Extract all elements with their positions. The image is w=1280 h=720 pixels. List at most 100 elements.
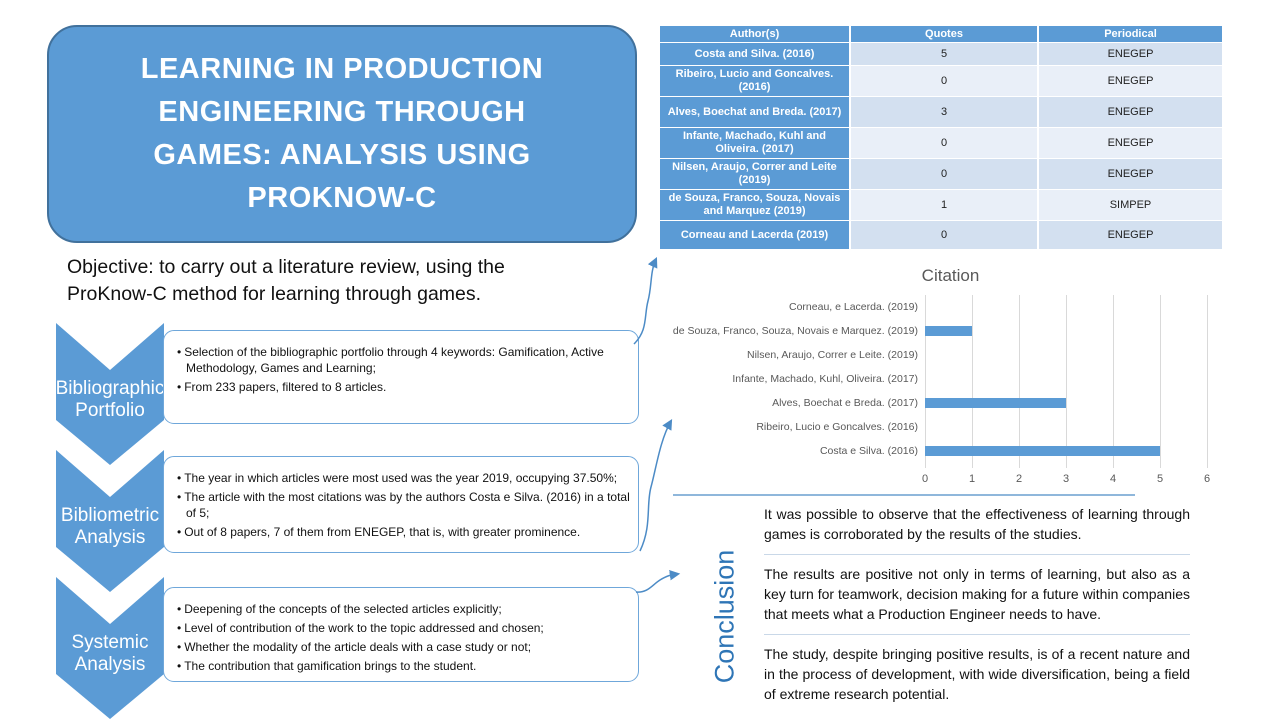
chart-gridline bbox=[1207, 295, 1208, 468]
col-header-quotes: Quotes bbox=[851, 26, 1037, 42]
chart-category-label: Corneau, e Lacerda. (2019) bbox=[678, 295, 918, 319]
quotes-cell: 3 bbox=[851, 97, 1037, 127]
chart-category-label-text: Infante, Machado, Kuhl, Oliveira. (2017) bbox=[732, 373, 918, 385]
authors-table-body: Costa and Silva. (2016) 5 ENEGEP Ribeiro, L… bbox=[660, 43, 1222, 249]
title-box: LEARNING IN PRODUCTION ENGINEERING THROU… bbox=[47, 25, 637, 243]
author-cell: Ribeiro, Lucio and Goncalves. (2016) bbox=[660, 66, 849, 96]
table-row: Costa and Silva. (2016) 5 ENEGEP bbox=[660, 43, 1222, 65]
step-bullets-1: Selection of the bibliographic portfolio… bbox=[164, 331, 638, 404]
author-cell: Nilsen, Araujo, Correr and Leite (2019) bbox=[660, 159, 849, 189]
quotes-cell: 5 bbox=[851, 43, 1037, 65]
quotes-cell: 0 bbox=[851, 221, 1037, 249]
author-cell: Infante, Machado, Kuhl and Oliveira. (20… bbox=[660, 128, 849, 158]
x-axis-tick-label: 4 bbox=[1109, 473, 1117, 485]
table-row: Ribeiro, Lucio and Goncalves. (2016) 0 ENE… bbox=[660, 66, 1222, 96]
chart-category-label: Alves, Boechat e Breda. (2017) bbox=[678, 391, 918, 415]
x-axis-tick-label: 3 bbox=[1062, 473, 1070, 485]
conclusion-paragraphs: It was possible to observe that the effe… bbox=[764, 498, 1190, 714]
chart-category-label-text: Corneau, e Lacerda. (2019) bbox=[789, 301, 918, 313]
chart-gridline bbox=[1019, 295, 1020, 468]
chevron-shape-2 bbox=[56, 450, 164, 592]
citation-chart: Citation 0 1 2 3 4 5 6 Corneau, e Lacerda. (201… bbox=[673, 262, 1223, 498]
periodical-cell: ENEGEP bbox=[1039, 66, 1222, 96]
table-header-row: Author(s) Quotes Periodical bbox=[660, 26, 1222, 42]
step-label-systemic-analysis: Systemic Analysis bbox=[44, 632, 176, 676]
x-axis-tick-label: 2 bbox=[1015, 473, 1023, 485]
authors-table: Author(s) Quotes Periodical Costa and Si… bbox=[658, 25, 1224, 250]
chart-category-label: Nilsen, Araujo, Correr e Leite. (2019) bbox=[678, 343, 918, 367]
chevron-shape-1 bbox=[56, 323, 164, 465]
bullet-item: From 233 papers, filtered to 8 articles. bbox=[177, 379, 630, 395]
step-label-bibliographic-portfolio: Bibliographic Portfolio bbox=[44, 378, 176, 422]
step-label-line: Analysis bbox=[74, 527, 146, 548]
chart-bar bbox=[925, 398, 1066, 408]
chart-underline bbox=[673, 494, 1135, 496]
conclusion-label-wrap: Conclusion bbox=[696, 536, 754, 696]
author-cell: Alves, Boechat and Breda. (2017) bbox=[660, 97, 849, 127]
slide-title-line: ENGINEERING THROUGH bbox=[158, 96, 526, 128]
bullet-item: Level of contribution of the work to the… bbox=[177, 620, 630, 636]
table-row: Nilsen, Araujo, Correr and Leite (2019) 0… bbox=[660, 159, 1222, 189]
chart-category-label: de Souza, Franco, Souza, Novais e Marque… bbox=[673, 319, 918, 343]
quotes-cell: 1 bbox=[851, 190, 1037, 220]
chart-category-label: Costa e Silva. (2016) bbox=[678, 439, 918, 463]
periodical-cell: ENEGEP bbox=[1039, 97, 1222, 127]
chart-category-label: Infante, Machado, Kuhl, Oliveira. (2017) bbox=[678, 367, 918, 391]
periodical-cell: SIMPEP bbox=[1039, 190, 1222, 220]
x-axis-tick-label: 6 bbox=[1203, 473, 1211, 485]
chart-category-label-text: de Souza, Franco, Souza, Novais e Marque… bbox=[672, 325, 918, 337]
conclusion-paragraph: The study, despite bringing positive res… bbox=[764, 634, 1190, 714]
col-header-authors: Author(s) bbox=[660, 26, 849, 42]
chart-gridline bbox=[1160, 295, 1161, 468]
step-box-bibliometric-analysis: The year in which articles were most use… bbox=[163, 456, 639, 553]
x-axis-tick-label: 5 bbox=[1156, 473, 1164, 485]
step-label-line: Bibliometric bbox=[60, 505, 160, 526]
slide-title-line: GAMES: ANALYSIS USING bbox=[153, 139, 531, 171]
chart-bar bbox=[925, 326, 972, 336]
periodical-cell: ENEGEP bbox=[1039, 128, 1222, 158]
chart-gridline bbox=[1113, 295, 1114, 468]
slide-title-line: PROKNOW-C bbox=[247, 182, 437, 214]
author-cell: de Souza, Franco, Souza, Novais and Marq… bbox=[660, 190, 849, 220]
step-label-line: Bibliographic bbox=[55, 378, 165, 399]
periodical-cell: ENEGEP bbox=[1039, 159, 1222, 189]
chart-category-label: Ribeiro, Lucio e Goncalves. (2016) bbox=[678, 415, 918, 439]
chart-category-label-text: Ribeiro, Lucio e Goncalves. (2016) bbox=[756, 421, 918, 433]
chart-title: Citation bbox=[921, 266, 980, 285]
bullet-item: Selection of the bibliographic portfolio… bbox=[177, 344, 630, 376]
conclusion-paragraph: It was possible to observe that the effe… bbox=[764, 506, 1190, 542]
author-cell: Corneau and Lacerda (2019) bbox=[660, 221, 849, 249]
connector-arrow-to-conclusion bbox=[635, 569, 681, 593]
step-box-bibliographic-portfolio: Selection of the bibliographic portfolio… bbox=[163, 330, 639, 424]
chart-category-label-text: Nilsen, Araujo, Correr e Leite. (2019) bbox=[747, 349, 918, 361]
x-axis-tick-label: 1 bbox=[968, 473, 976, 485]
step-label-line: Systemic bbox=[71, 632, 149, 653]
periodical-cell: ENEGEP bbox=[1039, 43, 1222, 65]
chart-bar bbox=[925, 446, 1160, 456]
x-axis-tick-label: 0 bbox=[921, 473, 929, 485]
bullet-item: The year in which articles were most use… bbox=[177, 470, 630, 486]
table-row: Corneau and Lacerda (2019) 0 ENEGEP bbox=[660, 221, 1222, 249]
chart-gridline bbox=[972, 295, 973, 468]
step-label-line: Portfolio bbox=[75, 400, 145, 421]
conclusion-label: Conclusion bbox=[709, 549, 740, 683]
chart-category-label-text: Costa e Silva. (2016) bbox=[819, 445, 918, 457]
step-label-line: Analysis bbox=[74, 654, 146, 675]
step-label-bibliometric-analysis: Bibliometric Analysis bbox=[44, 505, 176, 549]
quotes-cell: 0 bbox=[851, 159, 1037, 189]
table-row: Infante, Machado, Kuhl and Oliveira. (20… bbox=[660, 128, 1222, 158]
quotes-cell: 0 bbox=[851, 128, 1037, 158]
bullet-item: Deepening of the concepts of the selecte… bbox=[177, 601, 630, 617]
bullet-item: Whether the modality of the article deal… bbox=[177, 639, 630, 655]
quotes-cell: 0 bbox=[851, 66, 1037, 96]
author-cell: Costa and Silva. (2016) bbox=[660, 43, 849, 65]
bullet-item: The contribution that gamification bring… bbox=[177, 658, 630, 674]
table-row: de Souza, Franco, Souza, Novais and Marq… bbox=[660, 190, 1222, 220]
bullet-item: The article with the most citations was … bbox=[177, 489, 630, 521]
step-bullets-3: Deepening of the concepts of the selecte… bbox=[164, 588, 638, 683]
connector-arrow-to-chart bbox=[639, 419, 673, 552]
table-row: Alves, Boechat and Breda. (2017) 3 ENEGEP bbox=[660, 97, 1222, 127]
step-bullets-2: The year in which articles were most use… bbox=[164, 457, 638, 549]
col-header-periodical: Periodical bbox=[1039, 26, 1222, 42]
